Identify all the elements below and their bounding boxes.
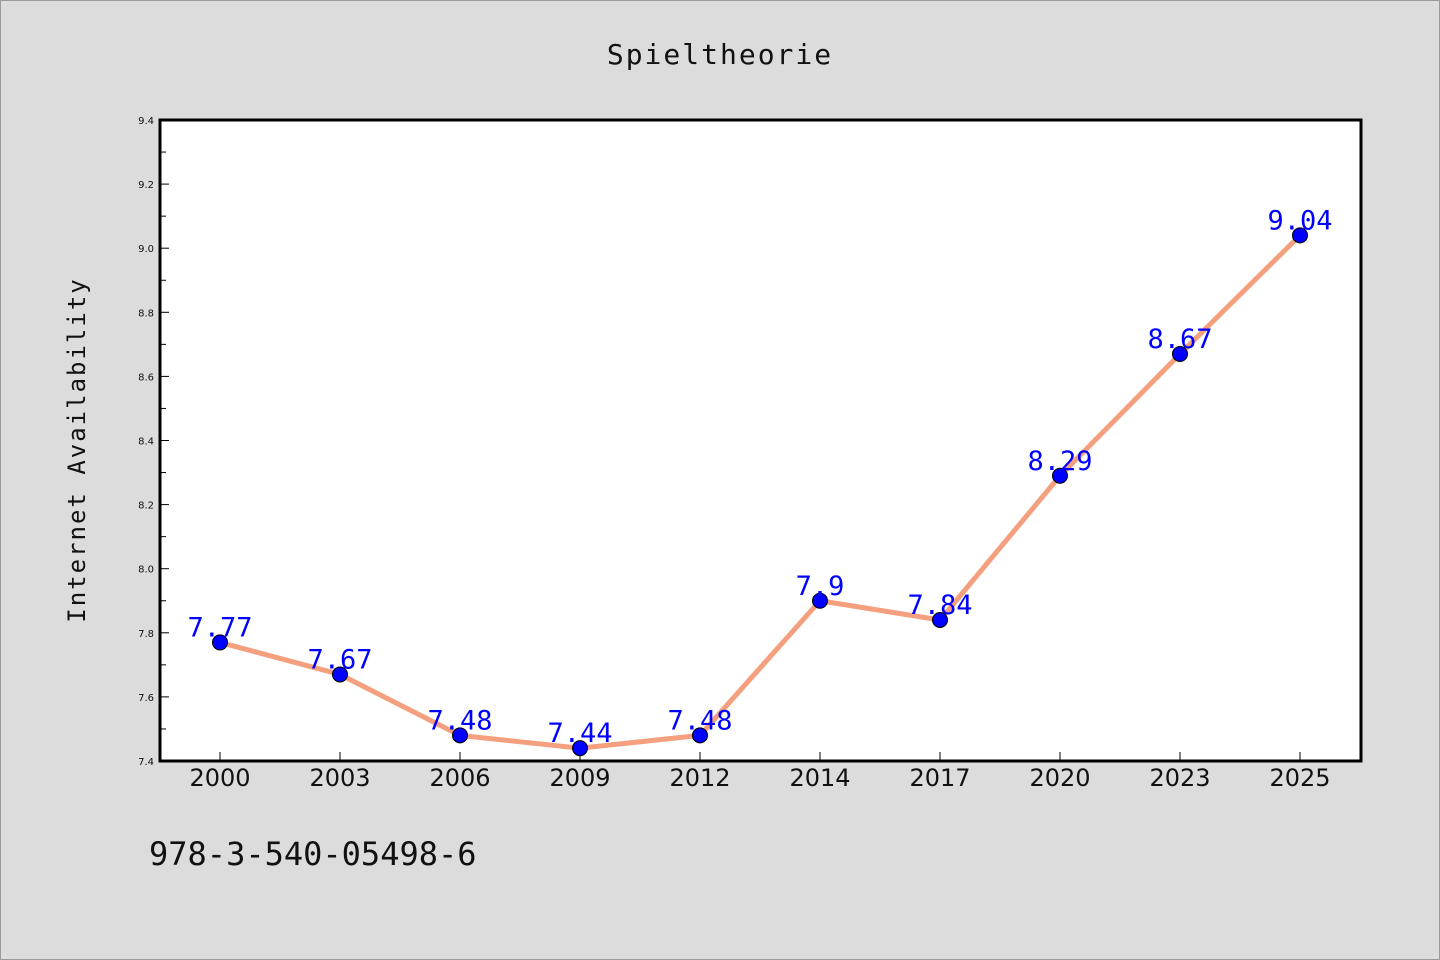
y-tick-label: 9.4 [138, 116, 154, 127]
data-point [812, 592, 828, 609]
y-tick-label: 8.2 [138, 501, 154, 512]
series-line [217, 232, 1303, 751]
data-point [1172, 345, 1188, 362]
y-tick-label: 9.0 [138, 244, 154, 255]
data-label: 7.84 [907, 590, 972, 621]
x-axis: 2000 2003 2006 2009 2012 2014 2017 2020 2023 2025 [189, 752, 1331, 792]
x-tick-label: 2023 [1149, 764, 1210, 792]
series-layer [212, 227, 1308, 757]
data-label: 7.9 [796, 571, 845, 602]
data-label: 8.29 [1027, 446, 1092, 477]
chart-title: Spieltheorie [607, 38, 833, 71]
y-axis-label: Internet Availability [63, 277, 91, 622]
data-point [212, 634, 228, 651]
data-labels-layer: 7.77 7.67 7.48 7.44 7.48 7.9 7.84 8.29 8.67 9.04 [187, 205, 1332, 749]
plot-area [158, 118, 1363, 763]
y-tick-label: 7.8 [138, 629, 154, 640]
data-label: 9.04 [1267, 205, 1332, 236]
data-point [572, 740, 588, 757]
y-axis: 7.4 7.6 7.8 8.0 8.2 8.4 8.6 8.8 9.0 9.2 9.4 [138, 116, 169, 768]
x-tick-label: 2003 [309, 764, 370, 792]
y-tick-label: 8.4 [138, 437, 154, 448]
y-tick-label: 8.6 [138, 372, 154, 383]
y-tick-label: 9.2 [138, 180, 154, 191]
data-point [332, 666, 348, 683]
data-point [1292, 227, 1308, 244]
y-tick-label: 7.6 [138, 693, 154, 704]
y-tick-label: 8.8 [138, 308, 154, 319]
x-tick-label: 2025 [1269, 764, 1330, 792]
x-tick-label: 2014 [789, 764, 850, 792]
data-label: 7.48 [667, 705, 732, 736]
y-tick-label: 8.0 [138, 565, 154, 576]
data-point [932, 611, 948, 628]
y-tick-label: 7.4 [138, 757, 154, 768]
data-point [452, 727, 468, 744]
x-tick-label: 2020 [1029, 764, 1090, 792]
x-tick-label: 2009 [549, 764, 610, 792]
x-tick-label: 2006 [429, 764, 490, 792]
data-label: 7.77 [187, 612, 252, 643]
x-tick-label: 2000 [189, 764, 250, 792]
x-tick-label: 2012 [669, 764, 730, 792]
footer-isbn: 978-3-540-05498-6 [149, 835, 477, 873]
data-label: 7.44 [547, 718, 612, 749]
data-point [1052, 467, 1068, 484]
data-label: 8.67 [1147, 324, 1212, 355]
data-label: 7.48 [427, 705, 492, 736]
data-point [692, 727, 708, 744]
data-label: 7.67 [307, 644, 372, 675]
x-tick-label: 2017 [909, 764, 970, 792]
